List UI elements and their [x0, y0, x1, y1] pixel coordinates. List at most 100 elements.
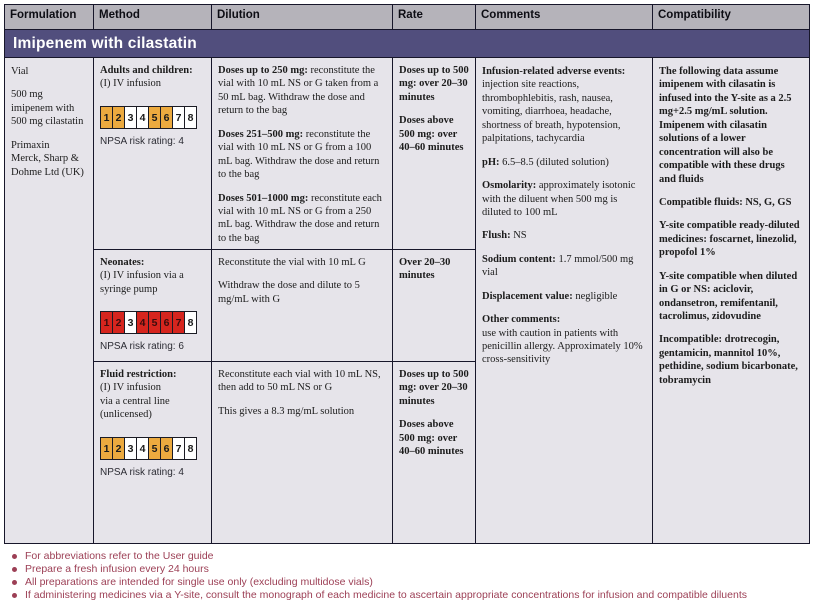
- paragraph-text: reconstitute each vial with 10 mL NS or …: [218, 192, 382, 244]
- risk-scale-box: 8: [184, 105, 197, 129]
- paragraph: Doses up to 500 mg: over 20–30 minutes: [399, 368, 469, 408]
- method-section-neonates: Neonates: (I) IV infusion via a syringe …: [94, 250, 211, 362]
- paragraph: Doses up to 500 mg: over 20–30 minutes: [399, 64, 469, 104]
- paragraph-text: Over 20–30 minutes: [399, 257, 451, 282]
- paragraph-lead: pH:: [482, 156, 500, 168]
- paragraph: Over 20–30 minutes: [399, 256, 469, 283]
- paragraph-text: use with caution in patients with penici…: [482, 327, 643, 366]
- paragraph-text: NS: [513, 230, 527, 242]
- paragraph-text: Vial: [11, 66, 29, 77]
- method-route: (I) IV infusion: [100, 78, 162, 90]
- paragraph-lead: Displacement value:: [482, 290, 573, 302]
- paragraph: Sodium content: 1.7 mmol/500 mg vial: [482, 253, 646, 280]
- paragraph-lead: Infusion-related adverse events:: [482, 66, 626, 77]
- dilution-cell-neonates: Reconstitute the vial with 10 mL G Withdr…: [212, 250, 392, 362]
- paragraph-text: Doses up to 500 mg: over 20–30 minutes: [399, 65, 469, 103]
- dilution-cell-fluid-restriction: Reconstitute each vial with 10 mL NS, th…: [212, 362, 392, 543]
- paragraph-text: 6.5–8.5 (diluted solution): [502, 156, 609, 168]
- risk-scale-box: 8: [184, 311, 197, 335]
- paragraph: This gives a 8.3 mg/mL solution: [218, 405, 386, 418]
- formulation-cell: Vial 500 mg imipenem with 500 mg cilastat…: [5, 58, 94, 543]
- table-body: Vial 500 mg imipenem with 500 mg cilastat…: [5, 58, 809, 543]
- paragraph: Vial: [11, 65, 87, 78]
- paragraph-text: injection site reactions, thrombophlebit…: [482, 79, 621, 145]
- paragraph-text: The following data assume imipenem with …: [659, 66, 792, 185]
- footnote-item: For abbreviations refer to the User guid…: [12, 550, 810, 563]
- paragraph: Infusion-related adverse events: injecti…: [482, 65, 646, 146]
- method-heading: Neonates:: [100, 257, 145, 268]
- column-header: Rate: [393, 5, 476, 29]
- paragraph-text: Reconstitute the vial with 10 mL G: [218, 257, 366, 268]
- rate-cell-fluid-restriction: Doses up to 500 mg: over 20–30 minutes Do…: [393, 362, 475, 543]
- paragraph-text: negligible: [575, 290, 618, 302]
- rate-cell-neonates: Over 20–30 minutes: [393, 250, 475, 362]
- paragraph-lead: Other comments:: [482, 314, 561, 326]
- footnote-item: If administering medicines via a Y-site,…: [12, 589, 810, 602]
- paragraph-text: approximately isotonic with the diluent …: [482, 180, 636, 218]
- compatibility-cell: The following data assume imipenem with …: [653, 58, 809, 543]
- paragraph: Primaxin Merck, Sharp & Dohme Ltd (UK): [11, 139, 87, 179]
- npsa-risk-rating-label: NPSA risk rating: 4: [100, 135, 184, 147]
- npsa-risk-rating-label: NPSA risk rating: 6: [100, 341, 184, 353]
- paragraph-lead: Osmolarity:: [482, 180, 537, 192]
- paragraph: Displacement value: negligible: [482, 290, 646, 303]
- column-header: Comments: [476, 5, 653, 29]
- paragraph-text: reconstitute the vial with 10 mL NS or G…: [218, 65, 379, 117]
- bullet-icon: [12, 580, 17, 585]
- paragraph: Doses 501–1000 mg: reconstitute each via…: [218, 192, 386, 246]
- column-header: Formulation: [5, 5, 94, 29]
- table-header-row: Formulation Method Dilution Rate Comments Com…: [5, 5, 809, 30]
- paragraph-text: Withdraw the dose and dilute to 5 mg/mL …: [218, 280, 360, 305]
- drug-name-banner: Imipenem with cilastatin: [5, 30, 809, 58]
- paragraph: Y-site compatible when diluted in G or N…: [659, 270, 803, 324]
- method-heading: Fluid restriction:: [100, 369, 177, 380]
- rate-column: Doses up to 500 mg: over 20–30 minutes Do…: [393, 58, 476, 543]
- risk-scale-box: 8: [184, 436, 197, 460]
- footnote-text: All preparations are intended for single…: [25, 576, 373, 588]
- paragraph: The following data assume imipenem with …: [659, 65, 803, 186]
- footnote-text: For abbreviations refer to the User guid…: [25, 550, 214, 562]
- dilution-cell-adults: Doses up to 250 mg: reconstitute the via…: [212, 58, 392, 250]
- risk-scale-box: 1: [100, 436, 113, 460]
- paragraph-text: Reconstitute each vial with 10 mL NS, th…: [218, 369, 381, 394]
- paragraph: Osmolarity: approximately isotonic with …: [482, 179, 646, 219]
- paragraph: Reconstitute each vial with 10 mL NS, th…: [218, 368, 386, 395]
- npsa-risk-rating-label: NPSA risk rating: 4: [100, 466, 184, 478]
- footnote-item: All preparations are intended for single…: [12, 576, 810, 589]
- paragraph-text: Primaxin Merck, Sharp & Dohme Ltd (UK): [11, 139, 84, 178]
- paragraph: Doses up to 250 mg: reconstitute the via…: [218, 64, 386, 118]
- paragraph: Y-site compatible ready-diluted medicine…: [659, 219, 803, 259]
- drug-name: Imipenem with cilastatin: [13, 34, 197, 52]
- paragraph: Doses 251–500 mg: reconstitute the vial …: [218, 128, 386, 182]
- bullet-icon: [12, 593, 17, 598]
- paragraph: Reconstitute the vial with 10 mL G: [218, 256, 386, 269]
- bullet-icon: [12, 567, 17, 572]
- paragraph: Doses above 500 mg: over 40–60 minutes: [399, 418, 469, 458]
- paragraph-text: Doses above 500 mg: over 40–60 minutes: [399, 419, 464, 458]
- drug-monograph-table: Formulation Method Dilution Rate Comments Com…: [4, 4, 810, 544]
- paragraph-text: Y-site compatible when diluted in G or N…: [659, 270, 798, 322]
- footnote-text: If administering medicines via a Y-site,…: [25, 589, 747, 601]
- footnote-text: Prepare a fresh infusion every 24 hours: [25, 563, 209, 575]
- paragraph: 500 mg imipenem with 500 mg cilastatin: [11, 88, 87, 128]
- bullet-icon: [12, 554, 17, 559]
- paragraph: Compatible fluids: NS, G, GS: [659, 196, 803, 209]
- paragraph: Withdraw the dose and dilute to 5 mg/mL …: [218, 279, 386, 306]
- paragraph: pH: 6.5–8.5 (diluted solution): [482, 156, 646, 169]
- footnotes-list: For abbreviations refer to the User guid…: [4, 550, 810, 602]
- paragraph-text: 500 mg imipenem with 500 mg cilastatin: [11, 89, 84, 128]
- method-heading: Adults and children:: [100, 65, 193, 76]
- paragraph-lead: Doses up to 250 mg:: [218, 65, 308, 76]
- paragraph: Other comments: use with caution in patie…: [482, 313, 646, 367]
- paragraph-text: Compatible fluids: NS, G, GS: [659, 196, 792, 208]
- paragraph: Flush: NS: [482, 229, 646, 242]
- paragraph: Incompatible: drotrecogin, gentamicin, m…: [659, 333, 803, 387]
- paragraph-lead: Doses 251–500 mg:: [218, 128, 304, 140]
